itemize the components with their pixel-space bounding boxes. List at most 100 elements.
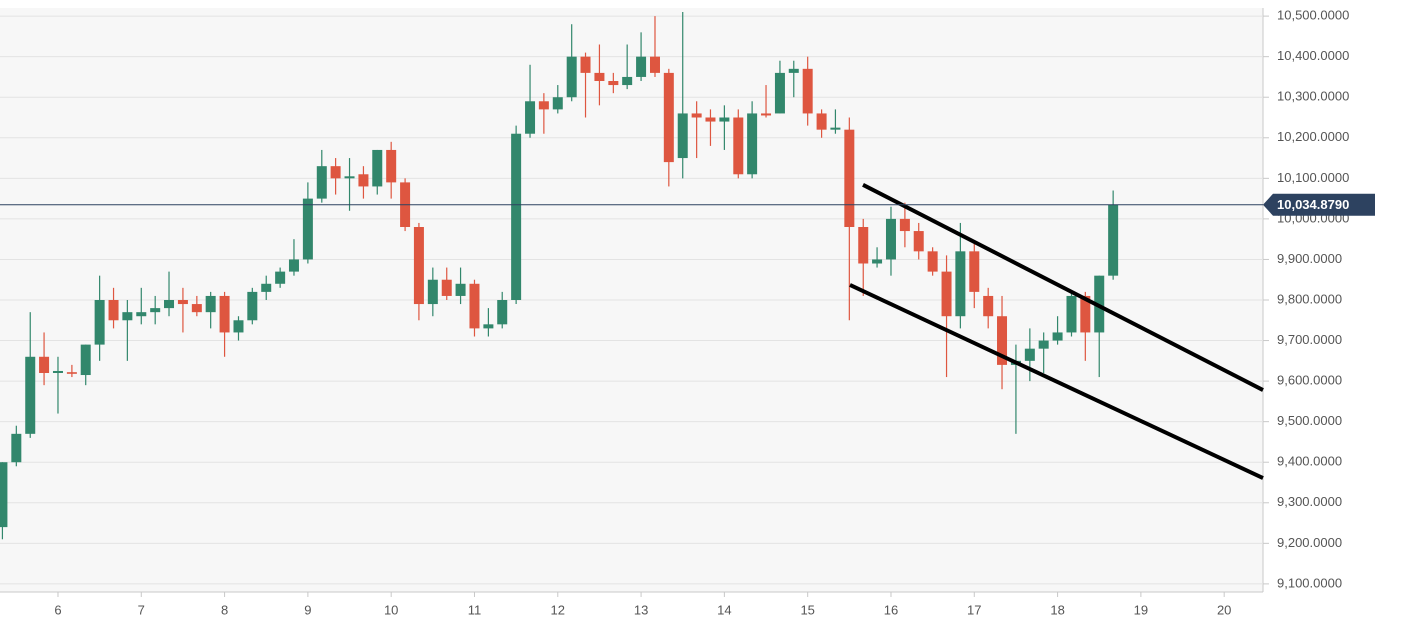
x-tick-label: 6 bbox=[54, 602, 61, 617]
candle-body bbox=[677, 113, 688, 159]
y-tick-label: 9,800.0000 bbox=[1277, 291, 1342, 306]
candle-body bbox=[858, 227, 869, 264]
candle-body bbox=[788, 68, 799, 73]
candle-body bbox=[622, 76, 633, 86]
candle-body bbox=[802, 68, 813, 114]
x-tick-label: 8 bbox=[221, 602, 228, 617]
candle-body bbox=[80, 344, 91, 376]
candle-body bbox=[1038, 340, 1049, 349]
candle-body bbox=[441, 279, 452, 296]
candle-body bbox=[275, 271, 286, 284]
y-tick-label: 9,200.0000 bbox=[1277, 535, 1342, 550]
last-price-label: 10,034.8790 bbox=[1277, 197, 1349, 212]
x-tick-label: 17 bbox=[967, 602, 981, 617]
candle-body bbox=[552, 97, 563, 110]
candle-body bbox=[1052, 332, 1063, 341]
candle-body bbox=[663, 72, 674, 163]
candle-body bbox=[747, 113, 758, 175]
candle-body bbox=[0, 462, 8, 528]
candle-body bbox=[511, 133, 522, 300]
candle-body bbox=[830, 127, 841, 130]
candle-body bbox=[913, 231, 924, 252]
y-tick-label: 9,100.0000 bbox=[1277, 575, 1342, 590]
candle-body bbox=[733, 117, 744, 175]
candle-body bbox=[927, 251, 938, 272]
x-tick-label: 19 bbox=[1134, 602, 1148, 617]
candle-body bbox=[66, 372, 77, 374]
candle-body bbox=[94, 300, 105, 345]
candle-body bbox=[608, 81, 619, 86]
x-tick-label: 15 bbox=[800, 602, 814, 617]
candle-body bbox=[941, 271, 952, 317]
candle-body bbox=[816, 113, 827, 130]
candle-body bbox=[177, 300, 188, 305]
candle-body bbox=[11, 433, 22, 463]
x-tick-label: 18 bbox=[1050, 602, 1064, 617]
y-tick-label: 10,500.0000 bbox=[1277, 8, 1349, 23]
candle-body bbox=[288, 259, 299, 272]
x-tick-label: 7 bbox=[138, 602, 145, 617]
y-tick-label: 10,100.0000 bbox=[1277, 170, 1349, 185]
candle-body bbox=[261, 283, 272, 292]
candle-body bbox=[969, 251, 980, 292]
candle-body bbox=[358, 174, 369, 187]
candle-body bbox=[469, 283, 480, 329]
candle-body bbox=[705, 117, 716, 122]
candle-body bbox=[566, 56, 577, 98]
candle-body bbox=[899, 218, 910, 232]
y-tick-label: 9,300.0000 bbox=[1277, 494, 1342, 509]
candle-body bbox=[1080, 295, 1091, 333]
candle-body bbox=[885, 218, 896, 260]
x-tick-label: 20 bbox=[1217, 602, 1231, 617]
candle-body bbox=[191, 304, 202, 313]
candle-body bbox=[386, 149, 397, 183]
candle-body bbox=[316, 166, 327, 199]
x-tick-label: 14 bbox=[717, 602, 731, 617]
candle-body bbox=[997, 316, 1008, 365]
candle-body bbox=[691, 113, 702, 118]
candle-body bbox=[247, 291, 258, 321]
candle-body bbox=[164, 300, 175, 309]
candle-body bbox=[872, 259, 883, 264]
candle-body bbox=[372, 149, 383, 187]
candle-body bbox=[108, 300, 119, 321]
candle-body bbox=[330, 166, 341, 179]
candle-body bbox=[761, 113, 772, 116]
candle-body bbox=[594, 72, 605, 81]
candle-body bbox=[136, 312, 147, 317]
candle-body bbox=[25, 356, 36, 434]
y-tick-label: 10,200.0000 bbox=[1277, 129, 1349, 144]
y-tick-label: 9,700.0000 bbox=[1277, 332, 1342, 347]
candle-body bbox=[483, 324, 494, 329]
candle-body bbox=[150, 308, 161, 313]
candle-body bbox=[844, 129, 855, 227]
candle-body bbox=[649, 56, 660, 73]
candle-body bbox=[774, 72, 785, 114]
candle-body bbox=[344, 176, 355, 179]
x-tick-label: 11 bbox=[468, 602, 482, 617]
x-tick-label: 16 bbox=[884, 602, 898, 617]
y-tick-label: 10,300.0000 bbox=[1277, 89, 1349, 104]
last-price-tag bbox=[1263, 193, 1375, 216]
candle-body bbox=[580, 56, 591, 73]
x-tick-label: 13 bbox=[634, 602, 648, 617]
trend-line bbox=[849, 283, 1264, 480]
candle-body bbox=[52, 370, 63, 373]
candle-body bbox=[1108, 204, 1119, 276]
candle-body bbox=[302, 198, 313, 260]
candle-body bbox=[455, 283, 466, 296]
y-tick-label: 9,600.0000 bbox=[1277, 373, 1342, 388]
candle-body bbox=[427, 279, 438, 305]
candle-body bbox=[719, 117, 730, 122]
x-tick-label: 9 bbox=[304, 602, 311, 617]
y-tick-label: 9,900.0000 bbox=[1277, 251, 1342, 266]
candle-body bbox=[525, 101, 536, 134]
candle-body bbox=[636, 56, 647, 77]
x-tick-label: 10 bbox=[384, 602, 398, 617]
candle-body bbox=[538, 101, 549, 110]
candle-body bbox=[39, 356, 50, 373]
candle-body bbox=[233, 320, 244, 333]
candle-body bbox=[1024, 348, 1035, 361]
y-tick-label: 9,500.0000 bbox=[1277, 413, 1342, 428]
